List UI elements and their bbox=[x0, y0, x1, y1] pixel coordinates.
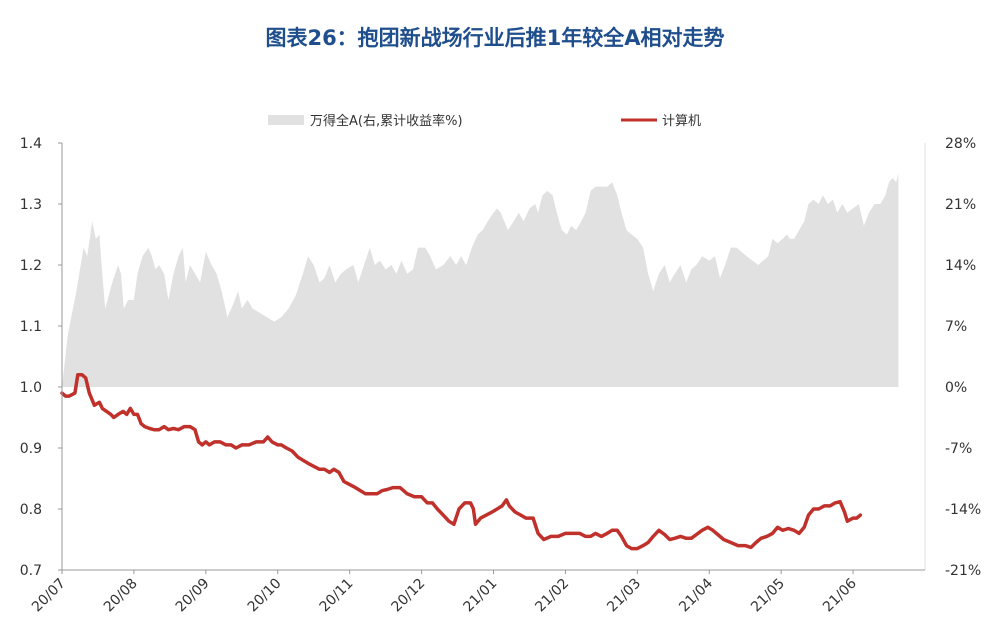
y-left-tick-label: 1.1 bbox=[20, 319, 42, 335]
x-tick-label: 20/10 bbox=[245, 576, 285, 616]
y-left-tick-label: 1.4 bbox=[20, 136, 42, 152]
x-tick-label: 21/01 bbox=[460, 576, 500, 616]
legend-label-line: 计算机 bbox=[662, 114, 701, 129]
y-left-tick-label: 1.0 bbox=[20, 380, 42, 396]
x-tick-label: 21/02 bbox=[532, 576, 572, 616]
y-left-tick-label: 1.3 bbox=[20, 197, 42, 213]
chart-title: 图表26：抱团新战场行业后推1年较全A相对走势 bbox=[265, 26, 725, 50]
legend: 万得全A(右,累计收益率%) 计算机 bbox=[268, 113, 701, 129]
x-tick-label: 21/05 bbox=[748, 576, 788, 616]
legend-swatch-area bbox=[268, 115, 304, 125]
y-left-tick-label: 0.9 bbox=[20, 441, 42, 457]
y-right-tick-label: -14% bbox=[945, 502, 981, 518]
line-series-computer bbox=[60, 373, 863, 551]
x-tick-label: 20/07 bbox=[29, 576, 69, 616]
x-tick-label: 20/08 bbox=[101, 576, 141, 616]
y-right-tick-label: -7% bbox=[945, 441, 972, 457]
x-tick-label: 21/06 bbox=[820, 575, 860, 615]
legend-label-area: 万得全A(右,累计收益率%) bbox=[310, 113, 463, 129]
x-tick-label: 20/11 bbox=[317, 576, 357, 616]
y-right-tick-label: 7% bbox=[945, 319, 967, 335]
y-left-tick-label: 0.7 bbox=[20, 563, 42, 579]
x-tick-label: 21/03 bbox=[604, 576, 644, 616]
y-right-tick-label: 28% bbox=[945, 136, 976, 152]
y-left-tick-label: 1.2 bbox=[20, 258, 42, 274]
y-right-tick-label: 21% bbox=[945, 197, 976, 213]
x-tick-label: 20/09 bbox=[173, 576, 213, 616]
x-tick-label: 21/04 bbox=[676, 575, 716, 615]
y-right-tick-label: -21% bbox=[945, 563, 981, 579]
y-right-tick-label: 0% bbox=[945, 380, 967, 396]
y-right-tick-label: 14% bbox=[945, 258, 976, 274]
y-left-tick-label: 0.8 bbox=[20, 502, 42, 518]
area-series-wind-all-a bbox=[62, 173, 899, 387]
x-tick-label: 20/12 bbox=[389, 576, 429, 616]
